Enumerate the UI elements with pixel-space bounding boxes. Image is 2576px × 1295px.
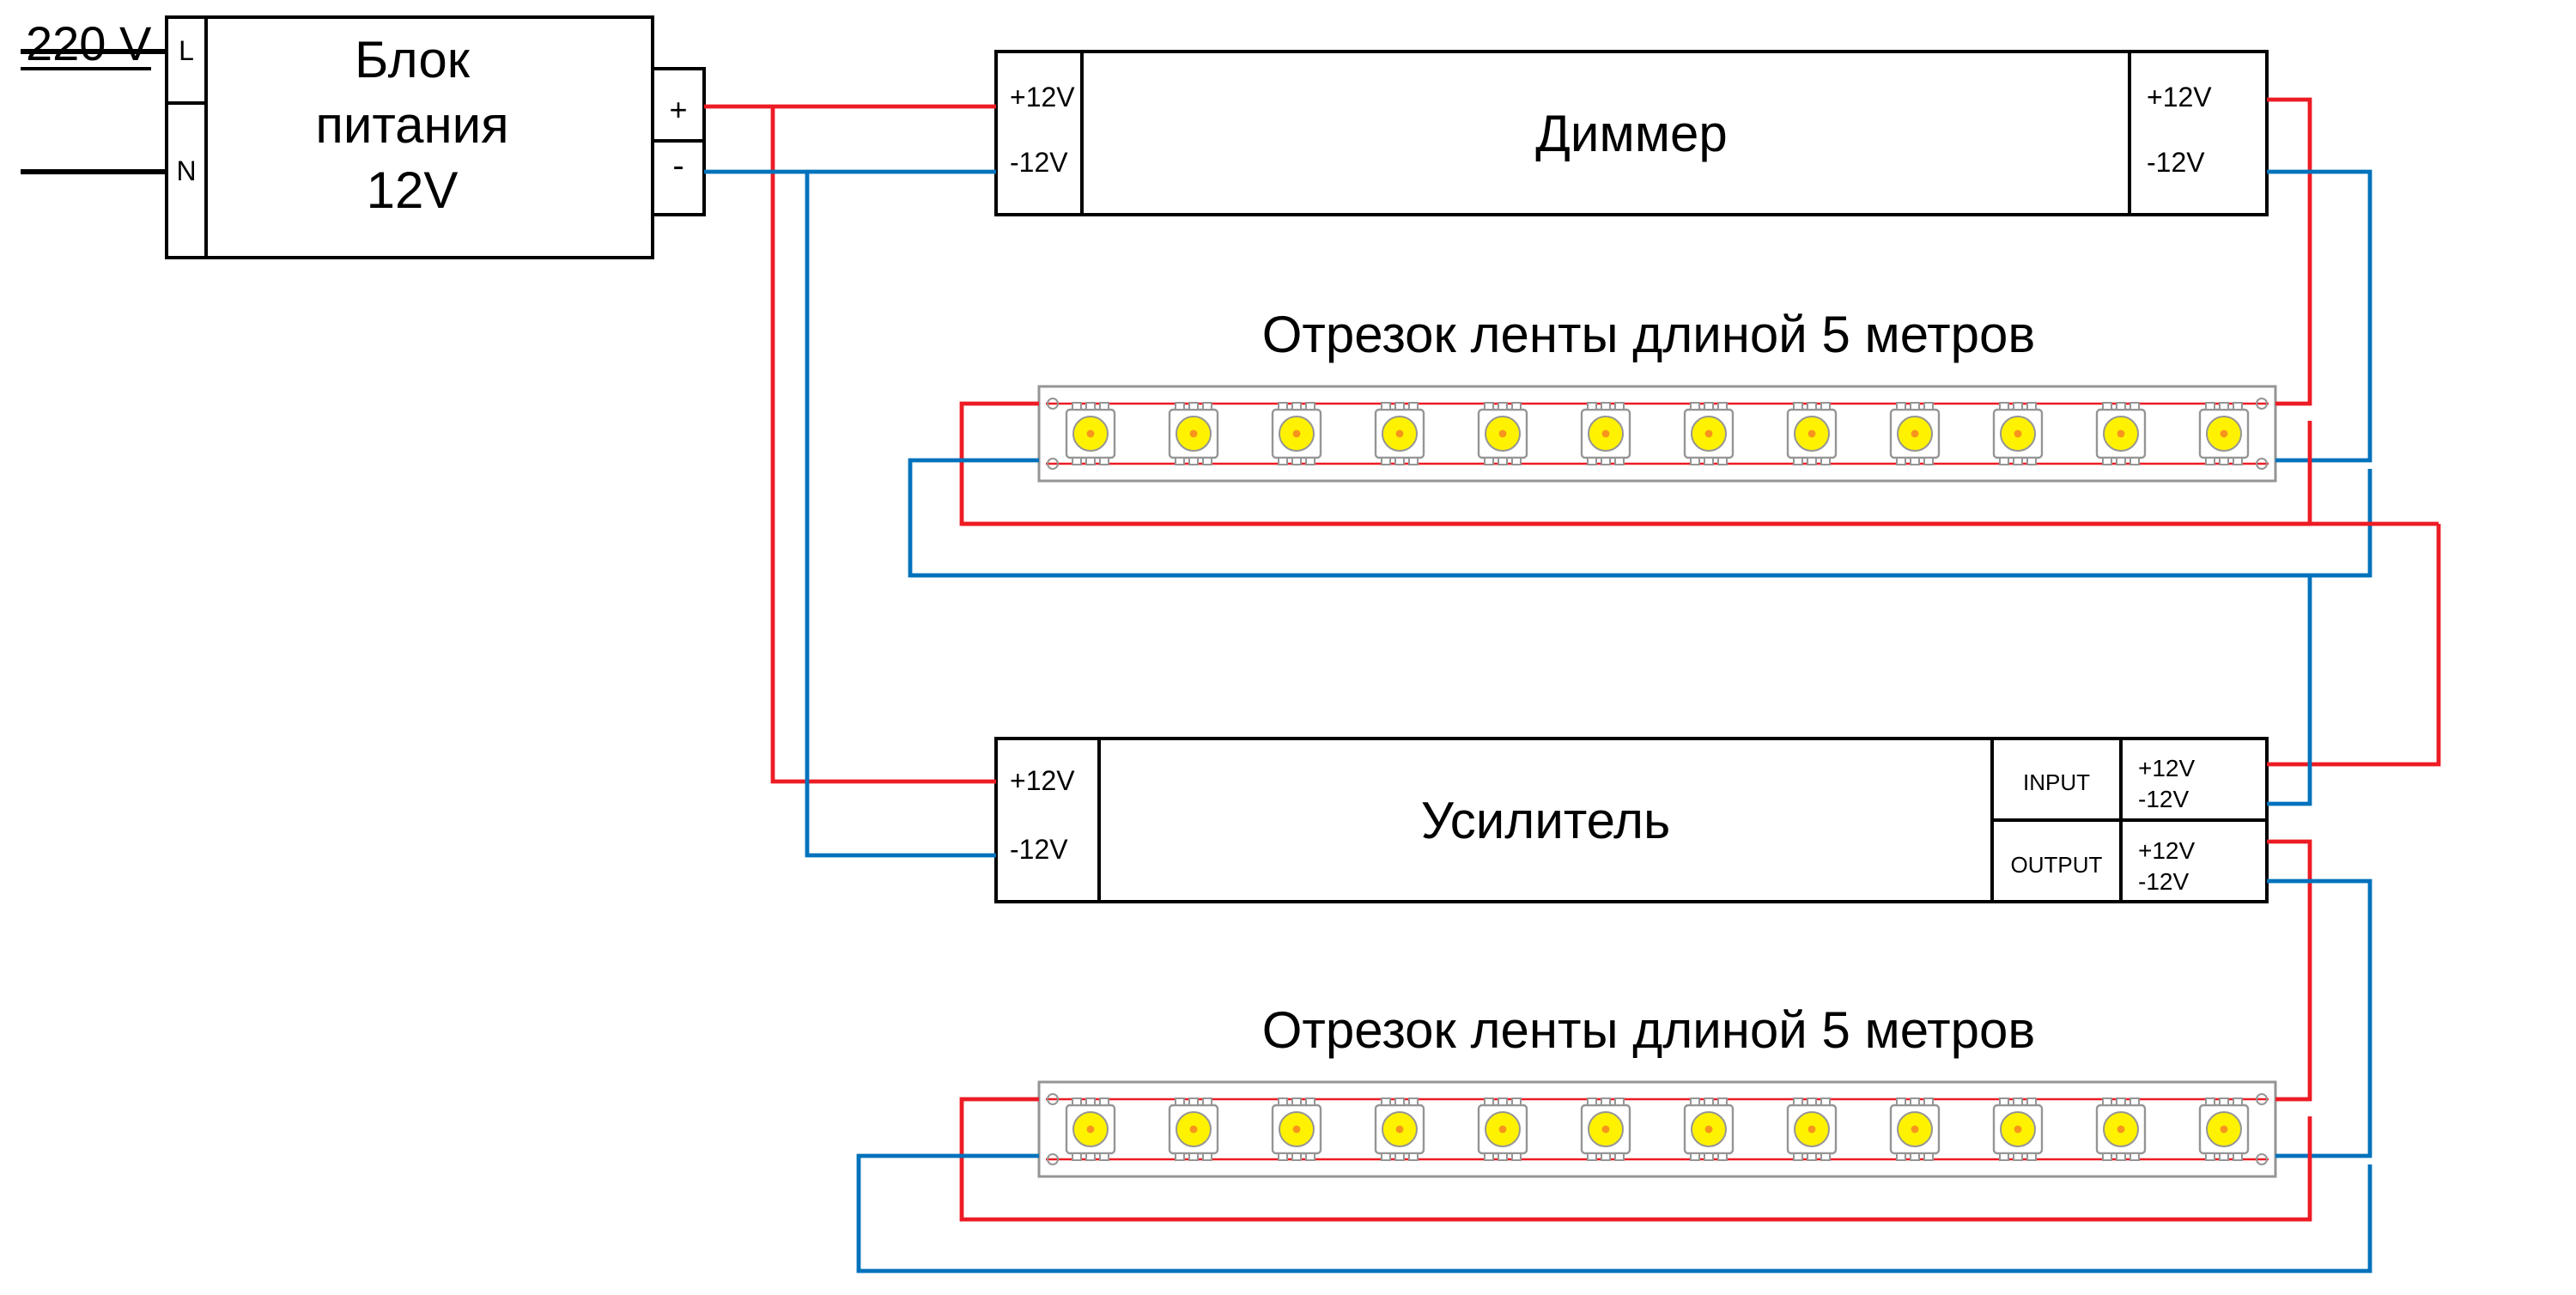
- amplifier-title: Усилитель: [1421, 792, 1671, 849]
- svg-text:-12V: -12V: [1010, 834, 1068, 865]
- svg-text:Блок: Блок: [355, 31, 471, 88]
- svg-text:питания: питания: [315, 96, 508, 154]
- wire-amp-out-minus-to-strip2-right: [2267, 881, 2370, 1156]
- dimmer-block: +12V -12V +12V -12V Диммер: [996, 52, 2267, 215]
- mains-voltage-label: 220 V: [26, 16, 152, 70]
- svg-text:-12V: -12V: [2138, 868, 2189, 895]
- svg-text:OUTPUT: OUTPUT: [2011, 852, 2103, 878]
- led-strip-2-label: Отрезок ленты длиной 5 метров: [1262, 1001, 2035, 1059]
- svg-text:-12V: -12V: [1010, 147, 1068, 178]
- wire-strip1-to-amp-input-minus: [2267, 575, 2310, 804]
- psu-in-l: L: [179, 35, 194, 66]
- svg-text:INPUT: INPUT: [2023, 769, 2090, 795]
- psu-in-n: N: [176, 155, 196, 186]
- wire-psu-minus-to-amp: [807, 172, 996, 855]
- wire-dimmer-plus-to-strip1-right: [2267, 100, 2310, 404]
- svg-text:+12V: +12V: [1010, 82, 1075, 112]
- svg-text:-12V: -12V: [2147, 147, 2205, 178]
- amplifier-block: +12V -12V INPUT OUTPUT +12V -12V +12V -12V Усили…: [996, 739, 2267, 902]
- wire-dimmer-minus-to-strip1-right: [2267, 172, 2370, 460]
- svg-text:+12V: +12V: [2138, 837, 2195, 864]
- svg-text:+: +: [669, 92, 687, 127]
- dimmer-title: Диммер: [1535, 105, 1727, 162]
- svg-text:+12V: +12V: [2138, 755, 2195, 781]
- wire-strip1-to-amp-input-plus: [2267, 524, 2439, 764]
- svg-text:-12V: -12V: [2138, 786, 2189, 812]
- svg-text:+12V: +12V: [1010, 765, 1075, 796]
- led-strip-1-label: Отрезок ленты длиной 5 метров: [1262, 306, 2035, 363]
- svg-text:12V: 12V: [367, 161, 459, 219]
- svg-text:-: -: [672, 147, 683, 185]
- led-strip-2: Отрезок ленты длиной 5 метров: [1039, 1001, 2275, 1176]
- svg-text:+12V: +12V: [2147, 82, 2212, 112]
- led-strip-1: Отрезок ленты длиной 5 метров: [1039, 306, 2275, 481]
- power-supply-block: L N Блок питания 12V + -: [167, 17, 704, 258]
